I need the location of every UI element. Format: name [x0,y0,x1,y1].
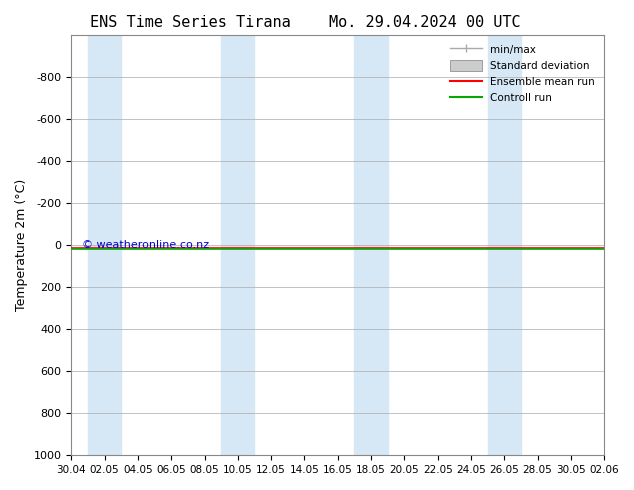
Text: © weatheronline.co.nz: © weatheronline.co.nz [82,240,209,250]
Text: Mo. 29.04.2024 00 UTC: Mo. 29.04.2024 00 UTC [329,15,521,30]
Bar [88,35,121,455]
Bar [221,35,254,455]
Text: ENS Time Series Tirana: ENS Time Series Tirana [90,15,290,30]
Bar [354,35,388,455]
Legend: min/max, Standard deviation, Ensemble mean run, Controll run: min/max, Standard deviation, Ensemble me… [446,40,599,107]
Y-axis label: Temperature 2m (°C): Temperature 2m (°C) [15,179,28,311]
Bar [488,35,521,455]
